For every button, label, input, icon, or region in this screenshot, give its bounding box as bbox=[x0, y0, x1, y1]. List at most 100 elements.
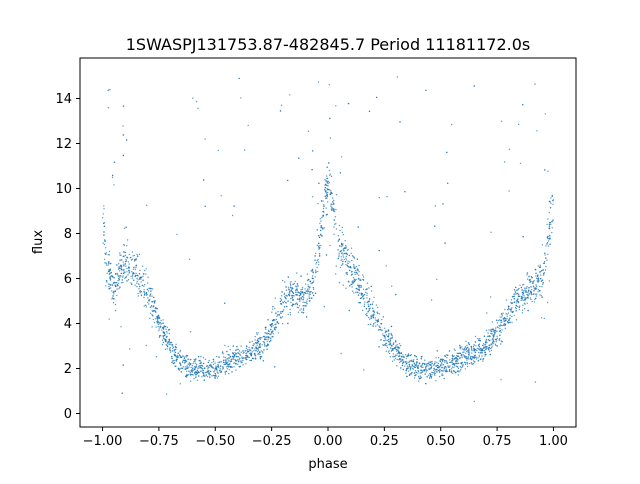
data-point bbox=[217, 149, 219, 152]
data-point bbox=[110, 287, 112, 289]
data-point bbox=[346, 264, 349, 267]
data-point bbox=[431, 362, 433, 365]
data-point bbox=[317, 81, 320, 83]
data-point bbox=[142, 275, 144, 277]
data-point bbox=[296, 303, 299, 306]
data-point bbox=[326, 166, 328, 168]
data-point bbox=[143, 293, 146, 295]
data-point bbox=[366, 292, 368, 294]
data-point bbox=[301, 291, 303, 293]
data-point bbox=[131, 271, 133, 273]
data-point bbox=[111, 174, 114, 177]
data-point bbox=[195, 376, 197, 378]
data-point bbox=[326, 197, 328, 199]
data-point bbox=[265, 336, 267, 339]
data-point bbox=[484, 355, 486, 357]
y-tick-label: 4 bbox=[64, 317, 72, 332]
data-point bbox=[242, 359, 244, 362]
data-point bbox=[479, 337, 481, 340]
data-point bbox=[256, 341, 258, 343]
data-point bbox=[291, 287, 294, 290]
data-point bbox=[143, 291, 145, 293]
data-point bbox=[188, 370, 190, 372]
data-point bbox=[274, 297, 276, 299]
data-point bbox=[259, 344, 261, 347]
data-point bbox=[496, 330, 498, 332]
data-point bbox=[342, 256, 345, 258]
data-point bbox=[406, 362, 408, 364]
data-point bbox=[258, 338, 260, 340]
data-point bbox=[362, 274, 364, 276]
data-point bbox=[322, 228, 324, 230]
data-point bbox=[350, 252, 352, 254]
data-point bbox=[182, 359, 184, 361]
data-point bbox=[480, 358, 482, 360]
data-point bbox=[122, 125, 124, 127]
data-point bbox=[112, 302, 115, 304]
data-point bbox=[149, 312, 152, 314]
data-point bbox=[437, 364, 439, 367]
data-point bbox=[457, 359, 459, 361]
data-point bbox=[347, 102, 350, 105]
data-point bbox=[117, 282, 120, 284]
data-point bbox=[493, 340, 495, 343]
data-point bbox=[333, 226, 335, 228]
data-point bbox=[473, 363, 475, 365]
data-point bbox=[207, 371, 210, 373]
data-point bbox=[192, 97, 194, 99]
data-point bbox=[360, 286, 362, 288]
data-point bbox=[229, 348, 231, 351]
data-point bbox=[468, 358, 470, 360]
data-point bbox=[420, 365, 422, 367]
data-point bbox=[300, 290, 302, 293]
data-point bbox=[543, 273, 545, 275]
data-point bbox=[528, 291, 530, 293]
data-point bbox=[270, 337, 272, 339]
data-point bbox=[114, 273, 117, 275]
data-point bbox=[191, 369, 193, 371]
data-point bbox=[105, 247, 107, 249]
data-point bbox=[132, 273, 134, 275]
data-point bbox=[310, 291, 312, 293]
data-point bbox=[281, 279, 284, 282]
data-point bbox=[367, 311, 369, 313]
data-point bbox=[225, 359, 227, 361]
data-point bbox=[459, 352, 461, 354]
data-point bbox=[517, 305, 519, 308]
data-point bbox=[138, 253, 141, 256]
data-point bbox=[162, 319, 164, 321]
data-point bbox=[359, 302, 361, 304]
data-point bbox=[204, 138, 206, 140]
data-point bbox=[346, 273, 348, 275]
data-point bbox=[434, 361, 436, 363]
data-point bbox=[243, 357, 245, 359]
data-point bbox=[429, 368, 431, 371]
data-point bbox=[532, 282, 534, 285]
data-point bbox=[345, 264, 347, 266]
data-point bbox=[466, 357, 468, 360]
data-point bbox=[135, 265, 137, 267]
data-point bbox=[451, 357, 453, 360]
data-point bbox=[253, 343, 255, 345]
data-point bbox=[348, 309, 350, 312]
data-point bbox=[402, 361, 405, 363]
data-point bbox=[287, 300, 289, 302]
data-point bbox=[508, 305, 510, 307]
data-point bbox=[340, 156, 343, 158]
data-point bbox=[128, 267, 130, 269]
data-point bbox=[175, 360, 178, 362]
data-point bbox=[318, 182, 320, 184]
data-point bbox=[519, 305, 521, 307]
data-point bbox=[449, 359, 451, 361]
data-point bbox=[499, 338, 501, 340]
data-point bbox=[247, 351, 249, 353]
data-point bbox=[289, 282, 291, 284]
data-point bbox=[400, 352, 403, 354]
data-point bbox=[524, 287, 526, 289]
data-point bbox=[409, 354, 411, 357]
data-point bbox=[162, 322, 164, 324]
data-point bbox=[466, 350, 468, 353]
data-point bbox=[551, 220, 553, 223]
data-point bbox=[391, 337, 393, 339]
data-point bbox=[492, 334, 494, 336]
